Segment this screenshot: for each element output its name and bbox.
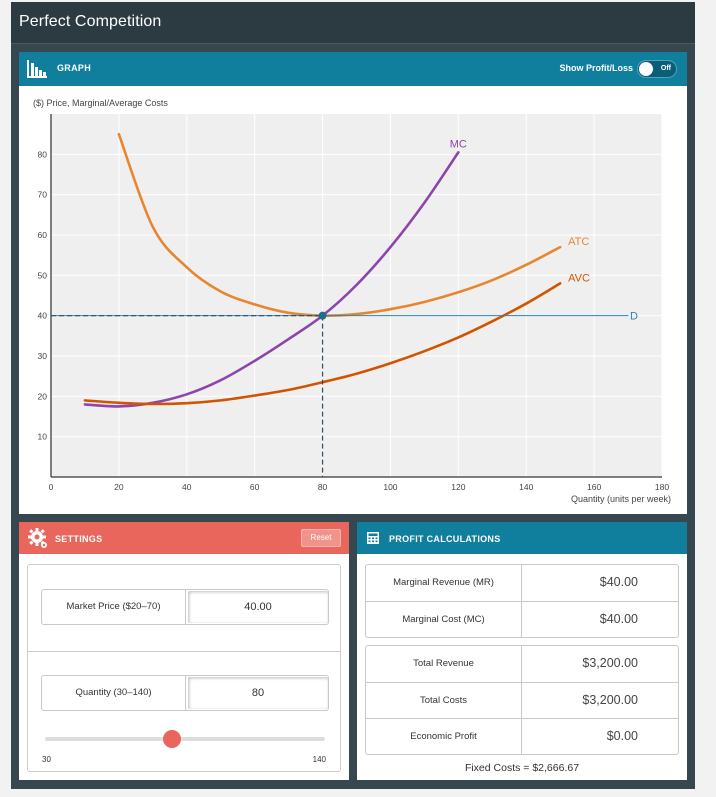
profit-calculations-panel: PROFIT CALCULATIONS Marginal Revenue (MR… <box>357 522 687 780</box>
y-axis-label: ($) Price, Marginal/Average Costs <box>33 98 168 108</box>
series-atc-label: ATC <box>568 236 589 248</box>
bar-chart-icon <box>27 60 47 78</box>
graph-header: GRAPH Show Profit/Loss Off <box>19 52 687 86</box>
table-row: Marginal Cost (MC) $40.00 <box>366 601 678 637</box>
x-axis-label: Quantity (units per week) <box>571 494 671 504</box>
total-costs-label: Total Costs <box>366 683 522 718</box>
x-tick-label: 120 <box>451 482 465 492</box>
settings-body: Market Price ($20–70) 40.00 Quantity (30… <box>27 564 341 772</box>
table-row: Total Revenue $3,200.00 <box>366 646 678 682</box>
graph-panel: GRAPH Show Profit/Loss Off ($) Price, Ma… <box>19 52 687 514</box>
totals-table: Total Revenue $3,200.00 Total Costs $3,2… <box>365 645 679 755</box>
settings-title: SETTINGS <box>55 534 103 544</box>
slider-max-label: 140 <box>312 755 326 764</box>
marginal-cost-label: Marginal Cost (MC) <box>366 602 522 637</box>
x-tick-label: 140 <box>519 482 533 492</box>
marginal-table: Marginal Revenue (MR) $40.00 Marginal Co… <box>365 564 679 638</box>
series-avc-label: AVC <box>568 272 590 284</box>
table-row: Total Costs $3,200.00 <box>366 682 678 718</box>
settings-panel: SETTINGS Reset Market Price ($20–70) 40.… <box>19 522 349 780</box>
marginal-revenue-label: Marginal Revenue (MR) <box>366 565 522 601</box>
economic-profit-label: Economic Profit <box>366 719 522 754</box>
series-mc-label: MC <box>450 138 467 150</box>
table-row: Economic Profit $0.00 <box>366 718 678 754</box>
quantity-input[interactable]: 80 <box>188 677 328 709</box>
show-profit-loss-label: Show Profit/Loss <box>559 63 633 73</box>
app-title: Perfect Competition <box>19 13 162 30</box>
gear-icon <box>28 528 47 548</box>
total-costs-value: $3,200.00 <box>582 693 638 707</box>
profit-header: PROFIT CALCULATIONS <box>357 522 687 554</box>
quantity-slider-track[interactable] <box>45 737 325 741</box>
x-tick-label: 60 <box>250 482 260 492</box>
market-price-input[interactable]: 40.00 <box>188 591 328 623</box>
x-tick-label: 20 <box>114 482 124 492</box>
y-tick-label: 60 <box>38 230 48 240</box>
y-tick-label: 50 <box>38 270 48 280</box>
fixed-costs-text: Fixed Costs = $2,666.67 <box>464 762 580 774</box>
plot-area <box>51 114 662 477</box>
equilibrium-point <box>318 311 327 320</box>
quantity-field: Quantity (30–140) 80 <box>41 675 329 711</box>
toggle-state-text: Off <box>660 65 671 72</box>
series-d-label: D <box>630 311 638 323</box>
economic-profit-value: $0.00 <box>606 729 638 743</box>
x-tick-label: 0 <box>49 482 54 492</box>
total-revenue-label: Total Revenue <box>366 646 522 682</box>
show-profit-loss-toggle[interactable]: Off <box>637 60 677 78</box>
cost-curves-chart: ($) Price, Marginal/Average Costs 0 20 40 6… <box>33 98 671 504</box>
toggle-knob <box>639 62 653 76</box>
profit-title: PROFIT CALCULATIONS <box>389 534 501 544</box>
x-tick-label: 160 <box>587 482 601 492</box>
y-tick-label: 30 <box>38 351 48 361</box>
x-tick-label: 100 <box>383 482 397 492</box>
settings-divider <box>28 651 340 652</box>
app-header: Perfect Competition <box>11 2 695 44</box>
total-revenue-value: $3,200.00 <box>582 656 638 670</box>
settings-header: SETTINGS Reset <box>19 522 349 554</box>
y-tick-label: 20 <box>38 391 48 401</box>
app-window: Perfect Competition GRAPH Show Profit/Lo… <box>11 2 695 789</box>
quantity-slider-handle[interactable] <box>163 730 182 748</box>
y-tick-label: 70 <box>38 190 48 200</box>
marginal-revenue-value: $40.00 <box>599 575 638 589</box>
x-tick-label: 180 <box>655 482 669 492</box>
y-tick-label: 80 <box>38 149 48 159</box>
x-tick-label: 40 <box>182 482 192 492</box>
slider-min-label: 30 <box>42 755 51 764</box>
graph-title: GRAPH <box>57 63 92 73</box>
y-tick-label: 40 <box>38 311 48 321</box>
calculator-icon <box>367 532 379 544</box>
table-row: Marginal Revenue (MR) $40.00 <box>366 565 678 601</box>
market-price-field: Market Price ($20–70) 40.00 <box>41 589 329 625</box>
quantity-label: Quantity (30–140) <box>42 676 186 710</box>
market-price-label: Market Price ($20–70) <box>42 590 186 624</box>
reset-button[interactable]: Reset <box>301 529 341 547</box>
marginal-cost-value: $40.00 <box>599 612 638 626</box>
x-tick-label: 80 <box>318 482 328 492</box>
y-tick-label: 10 <box>38 432 48 442</box>
